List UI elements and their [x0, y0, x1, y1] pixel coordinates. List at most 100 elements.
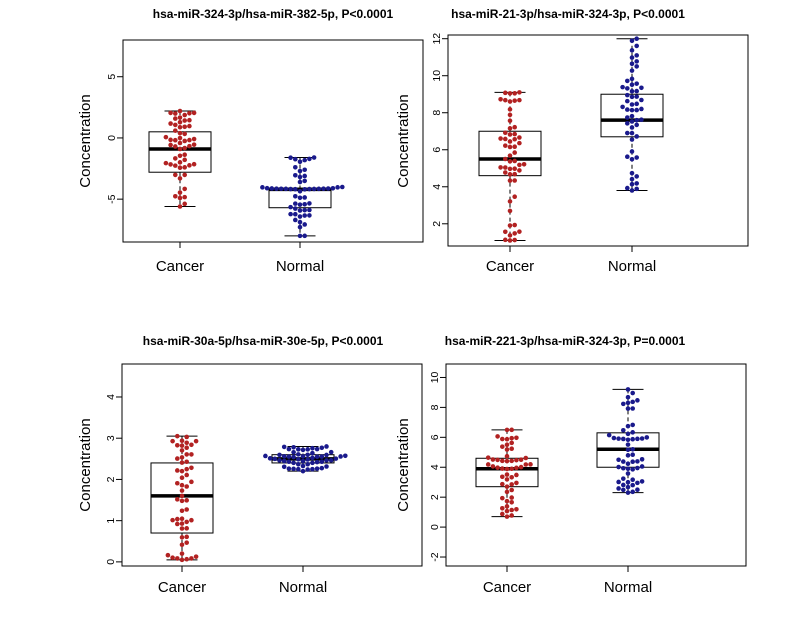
data-point-normal — [635, 480, 640, 486]
data-point-normal — [300, 458, 306, 464]
data-point-cancer — [163, 160, 169, 166]
data-point-cancer — [179, 551, 185, 556]
data-point-cancer — [512, 136, 517, 142]
y-tick-label: 4 — [105, 394, 117, 400]
data-point-cancer — [175, 442, 180, 448]
data-point-cancer — [175, 516, 180, 522]
data-point-cancer — [177, 115, 183, 120]
data-point-normal — [630, 406, 635, 411]
data-point-cancer — [503, 130, 508, 136]
data-point-normal — [629, 55, 635, 60]
data-point-cancer — [509, 474, 514, 480]
data-point-cancer — [518, 464, 524, 470]
data-point-cancer — [500, 436, 505, 442]
data-point-cancer — [500, 466, 505, 471]
data-point-normal — [302, 167, 308, 173]
data-point-normal — [286, 466, 292, 471]
data-point-cancer — [490, 457, 496, 462]
data-point-cancer — [514, 506, 519, 512]
x-category-cancer: Cancer — [158, 579, 206, 596]
data-point-normal — [324, 464, 329, 469]
data-point-normal — [620, 84, 625, 90]
data-point-normal — [297, 202, 303, 207]
data-point-cancer — [173, 128, 178, 133]
data-point-cancer — [184, 445, 189, 451]
y-axis-label: Concentration — [395, 94, 412, 187]
data-point-cancer — [507, 166, 513, 172]
data-point-cancer — [177, 119, 183, 125]
data-point-normal — [629, 170, 635, 176]
data-point-normal — [625, 185, 630, 191]
data-point-normal — [606, 432, 612, 438]
data-point-normal — [629, 38, 635, 44]
data-point-cancer — [175, 556, 180, 561]
data-point-cancer — [504, 436, 510, 442]
data-point-normal — [310, 445, 315, 451]
data-point-normal — [302, 207, 308, 213]
data-point-cancer — [177, 135, 183, 141]
data-point-cancer — [179, 438, 185, 444]
data-point-normal — [620, 104, 625, 110]
data-point-normal — [321, 186, 326, 192]
data-point-cancer — [507, 223, 513, 228]
data-point-normal — [302, 222, 308, 227]
data-point-normal — [293, 172, 298, 178]
data-point-cancer — [504, 489, 510, 495]
data-point-cancer — [512, 124, 517, 130]
data-point-normal — [324, 458, 329, 463]
data-point-normal — [297, 159, 303, 165]
data-point-cancer — [182, 186, 187, 192]
data-point-cancer — [504, 466, 510, 472]
data-point-cancer — [509, 487, 514, 493]
data-point-cancer — [173, 111, 178, 116]
data-point-normal — [260, 185, 265, 190]
data-point-normal — [621, 487, 626, 493]
data-point-cancer — [514, 435, 519, 441]
data-point-normal — [629, 156, 635, 162]
data-point-normal — [316, 186, 322, 192]
data-point-cancer — [177, 160, 183, 165]
data-point-cancer — [173, 116, 178, 121]
data-point-normal — [639, 117, 644, 123]
data-point-cancer — [179, 493, 185, 499]
data-point-normal — [634, 155, 639, 160]
data-point-normal — [286, 459, 292, 465]
data-point-normal — [302, 201, 308, 207]
data-point-cancer — [182, 131, 187, 137]
data-point-cancer — [500, 495, 505, 501]
data-point-normal — [616, 479, 621, 485]
data-point-normal — [293, 164, 298, 170]
y-tick-label: 0 — [429, 524, 441, 530]
data-point-cancer — [179, 488, 185, 493]
data-point-normal — [629, 102, 635, 107]
data-point-cancer — [173, 122, 178, 128]
data-point-cancer — [177, 204, 183, 209]
data-point-normal — [629, 48, 635, 53]
data-point-normal — [625, 154, 630, 159]
data-point-normal — [621, 476, 626, 481]
data-point-normal — [630, 482, 635, 488]
panel-title: hsa-miR-30a-5p/hsa-miR-30e-5p, P<0.0001 — [143, 334, 384, 348]
data-point-cancer — [517, 229, 522, 234]
data-point-normal — [634, 101, 639, 107]
data-point-cancer — [193, 438, 199, 444]
data-point-normal — [639, 479, 645, 484]
data-point-cancer — [179, 482, 185, 488]
data-point-cancer — [507, 118, 513, 124]
data-point-normal — [297, 179, 303, 185]
data-point-cancer — [485, 455, 491, 460]
data-point-normal — [297, 208, 303, 213]
data-point-normal — [616, 464, 621, 470]
data-point-cancer — [512, 131, 517, 137]
data-point-normal — [338, 454, 343, 459]
data-point-cancer — [179, 460, 185, 465]
data-point-cancer — [504, 508, 510, 514]
data-point-normal — [297, 224, 303, 230]
data-point-cancer — [177, 140, 183, 146]
data-point-normal — [293, 156, 298, 162]
data-point-normal — [630, 459, 635, 465]
data-point-normal — [635, 465, 640, 471]
data-point-cancer — [517, 140, 522, 146]
y-axis-label: Concentration — [395, 418, 412, 511]
